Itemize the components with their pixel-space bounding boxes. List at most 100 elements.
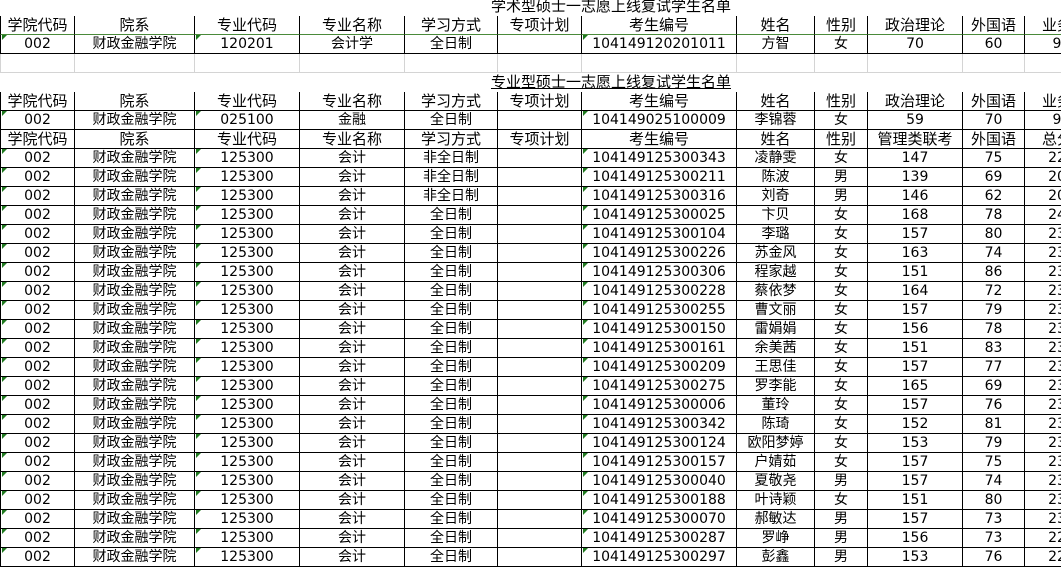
table-cell[interactable]: 会计: [300, 282, 405, 301]
table-cell[interactable]: [498, 434, 582, 453]
table-cell[interactable]: 王思佳: [737, 358, 815, 377]
table-cell[interactable]: 全日制: [405, 263, 498, 282]
table-cell[interactable]: 125300: [195, 263, 300, 282]
table-cell[interactable]: 002: [0, 320, 75, 339]
table-cell[interactable]: 李锦蓉: [737, 111, 815, 130]
table-cell[interactable]: 财政金融学院: [75, 472, 195, 491]
column-header[interactable]: 性别: [815, 130, 868, 149]
column-header[interactable]: 学院代码: [0, 130, 75, 149]
table-cell[interactable]: 002: [0, 282, 75, 301]
table-cell[interactable]: 刘奇: [737, 187, 815, 206]
table-cell[interactable]: 全日制: [405, 320, 498, 339]
table-cell[interactable]: [737, 54, 815, 73]
table-cell[interactable]: 陈波: [737, 168, 815, 187]
column-header[interactable]: 专项计划: [498, 16, 582, 35]
table-cell[interactable]: 全日制: [405, 548, 498, 567]
table-cell[interactable]: 女: [815, 453, 868, 472]
table-cell[interactable]: 104149125300157: [582, 453, 737, 472]
table-cell[interactable]: 女: [815, 396, 868, 415]
table-cell[interactable]: 财政金融学院: [75, 510, 195, 529]
table-cell[interactable]: [963, 54, 1025, 73]
table-cell[interactable]: 125300: [195, 149, 300, 168]
table-cell[interactable]: 146: [868, 187, 963, 206]
table-cell[interactable]: 户婧茹: [737, 453, 815, 472]
table-cell[interactable]: 会计学: [300, 35, 405, 54]
table-cell[interactable]: 104149125300006: [582, 396, 737, 415]
table-cell[interactable]: 叶诗颖: [737, 491, 815, 510]
table-cell[interactable]: 财政金融学院: [75, 35, 195, 54]
table-cell[interactable]: 153: [868, 434, 963, 453]
table-cell[interactable]: 23: [1025, 282, 1061, 301]
table-cell[interactable]: 方智: [737, 35, 815, 54]
table-cell[interactable]: 69: [963, 377, 1025, 396]
table-cell[interactable]: 002: [0, 529, 75, 548]
table-cell[interactable]: [498, 377, 582, 396]
table-cell[interactable]: 会计: [300, 358, 405, 377]
table-cell[interactable]: 卞贝: [737, 206, 815, 225]
table-cell[interactable]: 会计: [300, 149, 405, 168]
table-cell[interactable]: 女: [815, 339, 868, 358]
table-cell[interactable]: 李璐: [737, 225, 815, 244]
table-cell[interactable]: 125300: [195, 377, 300, 396]
column-header[interactable]: 考生编号: [582, 130, 737, 149]
table-cell[interactable]: 157: [868, 396, 963, 415]
column-header[interactable]: 学习方式: [405, 16, 498, 35]
table-cell[interactable]: 财政金融学院: [75, 548, 195, 567]
table-cell[interactable]: 125300: [195, 453, 300, 472]
table-cell[interactable]: 104149125300209: [582, 358, 737, 377]
table-cell[interactable]: 会计: [300, 434, 405, 453]
column-header[interactable]: 学院代码: [0, 16, 75, 35]
table-cell[interactable]: 83: [963, 339, 1025, 358]
table-cell[interactable]: 120201: [195, 35, 300, 54]
table-cell[interactable]: 104149125300150: [582, 320, 737, 339]
table-cell[interactable]: 104149125300297: [582, 548, 737, 567]
table-cell[interactable]: 147: [868, 149, 963, 168]
table-cell[interactable]: 104149125300228: [582, 282, 737, 301]
table-cell[interactable]: 002: [0, 510, 75, 529]
table-cell[interactable]: 男: [815, 510, 868, 529]
table-cell[interactable]: 76: [963, 548, 1025, 567]
table-cell[interactable]: 002: [0, 453, 75, 472]
table-cell[interactable]: 财政金融学院: [75, 396, 195, 415]
table-cell[interactable]: 罗李能: [737, 377, 815, 396]
column-header[interactable]: 院系: [75, 92, 195, 111]
table-cell[interactable]: 22: [1025, 529, 1061, 548]
table-cell[interactable]: 104149125300161: [582, 339, 737, 358]
table-cell[interactable]: [1025, 54, 1061, 73]
table-cell[interactable]: 104149125300070: [582, 510, 737, 529]
table-cell[interactable]: 会计: [300, 415, 405, 434]
table-cell[interactable]: 财政金融学院: [75, 434, 195, 453]
table-cell[interactable]: 002: [0, 35, 75, 54]
table-cell[interactable]: 002: [0, 434, 75, 453]
table-cell[interactable]: 125300: [195, 301, 300, 320]
table-cell[interactable]: 女: [815, 225, 868, 244]
column-header[interactable]: 学习方式: [405, 130, 498, 149]
table-cell[interactable]: 程家越: [737, 263, 815, 282]
table-cell[interactable]: 会计: [300, 377, 405, 396]
table-cell[interactable]: 76: [963, 396, 1025, 415]
column-header[interactable]: 外国语: [963, 130, 1025, 149]
table-cell[interactable]: [815, 54, 868, 73]
table-cell[interactable]: 9: [1025, 111, 1061, 130]
table-cell[interactable]: 会计: [300, 301, 405, 320]
table-cell[interactable]: 125300: [195, 472, 300, 491]
table-cell[interactable]: 会计: [300, 529, 405, 548]
table-cell[interactable]: 72: [963, 282, 1025, 301]
table-cell[interactable]: 002: [0, 396, 75, 415]
table-cell[interactable]: 23: [1025, 301, 1061, 320]
table-cell[interactable]: 全日制: [405, 225, 498, 244]
column-header[interactable]: 业务: [1025, 16, 1061, 35]
table-cell[interactable]: 曹文丽: [737, 301, 815, 320]
table-cell[interactable]: 125300: [195, 206, 300, 225]
table-cell[interactable]: 全日制: [405, 358, 498, 377]
table-cell[interactable]: 104149125300275: [582, 377, 737, 396]
table-cell[interactable]: 002: [0, 377, 75, 396]
table-cell[interactable]: 156: [868, 320, 963, 339]
table-cell[interactable]: 女: [815, 320, 868, 339]
table-cell[interactable]: 104149125300025: [582, 206, 737, 225]
table-cell[interactable]: 陈琦: [737, 415, 815, 434]
table-cell[interactable]: 女: [815, 358, 868, 377]
table-cell[interactable]: 125300: [195, 510, 300, 529]
column-header[interactable]: 姓名: [737, 16, 815, 35]
table-cell[interactable]: 157: [868, 358, 963, 377]
